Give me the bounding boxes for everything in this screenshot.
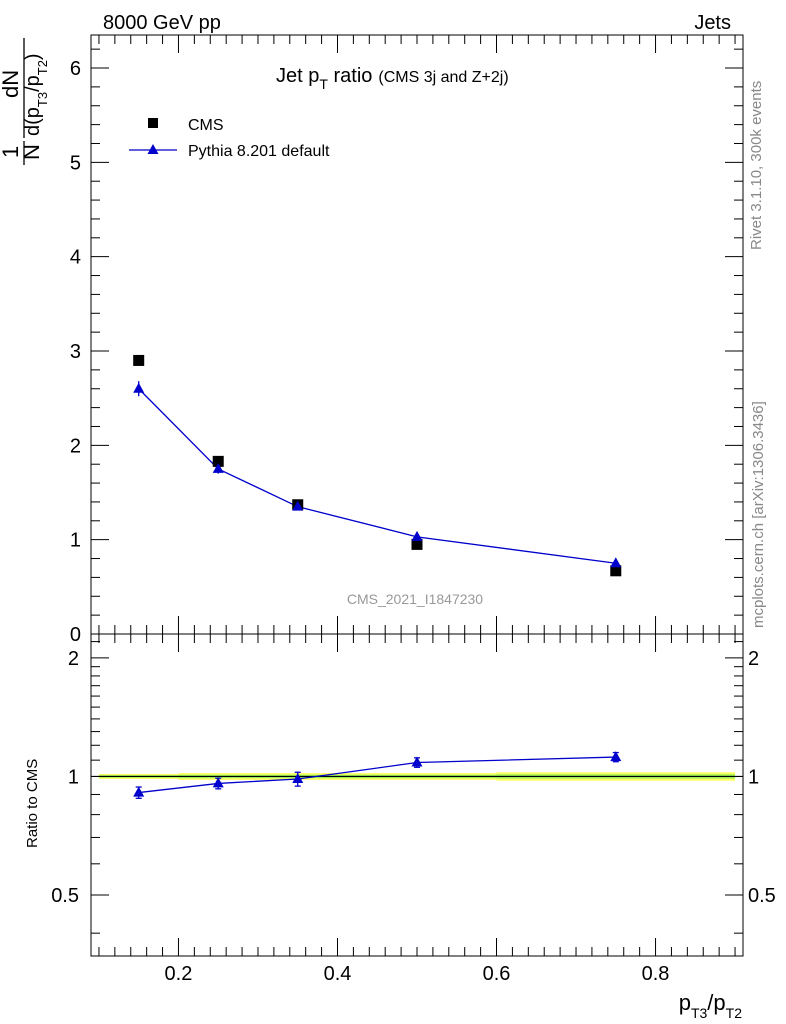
x-tick-label: 0.2 [165,963,193,985]
y-tick-label: 5 [70,152,81,174]
pythia-point [212,462,224,473]
ratio-point [292,773,304,784]
ratio-plot-frame [90,633,744,957]
pythia-point [610,557,622,568]
legend-cms-marker [148,118,158,128]
pythia-point [133,382,145,393]
y-tick-label: 6 [70,58,81,80]
category-label: Jets [694,12,731,34]
y-tick-label: 2 [70,435,81,457]
data-marks [133,354,622,799]
ratio-y-tick-label-right: 0.5 [748,885,776,907]
cms-point [212,455,224,467]
analysis-watermark: CMS_2021_I1847230 [347,591,483,607]
pythia-line [138,388,616,564]
cms-point [610,565,622,577]
chart-title: Jet pT ratio (CMS 3j and Z+2j) [276,65,509,92]
ratio-y-axis-label: Ratio to CMS [24,759,41,848]
pythia-point [411,530,423,541]
ylabel-norm-den: N [19,144,44,160]
mcplots-label: mcplots.cern.ch [arXiv:1306.3436] [750,401,767,628]
y-tick-label: 4 [70,247,81,269]
ratio-point [411,756,423,767]
ratio-point [610,751,622,762]
y-tick-label: 0 [70,624,81,646]
y-tick-label: 3 [70,341,81,363]
ratio-y-tick-label-left: 2 [68,648,79,670]
ylabel-dn: dN [0,70,23,98]
beam-label: 8000 GeV pp [103,12,221,34]
cms-point [133,354,145,366]
legend-cms-label: CMS [188,117,224,134]
main-axis-ticks: 0 1 2 3 4 5 6 [70,35,743,646]
legend-pythia-marker [147,144,159,154]
ratio-point [133,786,145,797]
ratio-y-tick-label-right: 1 [748,766,759,788]
x-tick-label: 0.4 [324,963,352,985]
ylabel-norm: 1 [0,146,23,158]
x-tick-label: 0.8 [642,963,670,985]
pythia-point [292,500,304,511]
ratio-axis-ticks: 0.2 0.4 0.6 0.8 0.5 0.5 1 1 2 2 [51,634,776,985]
ratio-y-tick-label-right: 2 [748,648,759,670]
x-axis-label: pT3/pT2 [679,990,743,1021]
x-tick-label: 0.6 [483,963,511,985]
ratio-point [212,777,224,788]
legend-pythia-label: Pythia 8.201 default [188,143,330,160]
ylabel-dpt: d(pT3/pT2) [22,53,50,136]
legend: CMS Pythia 8.201 default [129,117,330,160]
cms-point [411,538,423,550]
rivet-label: Rivet 3.1.10, 300k events [748,81,765,250]
ratio-y-tick-label-left: 1 [68,766,79,788]
main-y-axis-label: 1 N dN d(pT3/pT2) [0,38,50,165]
y-tick-label: 1 [70,530,81,552]
ratio-y-tick-label-left: 0.5 [51,885,79,907]
